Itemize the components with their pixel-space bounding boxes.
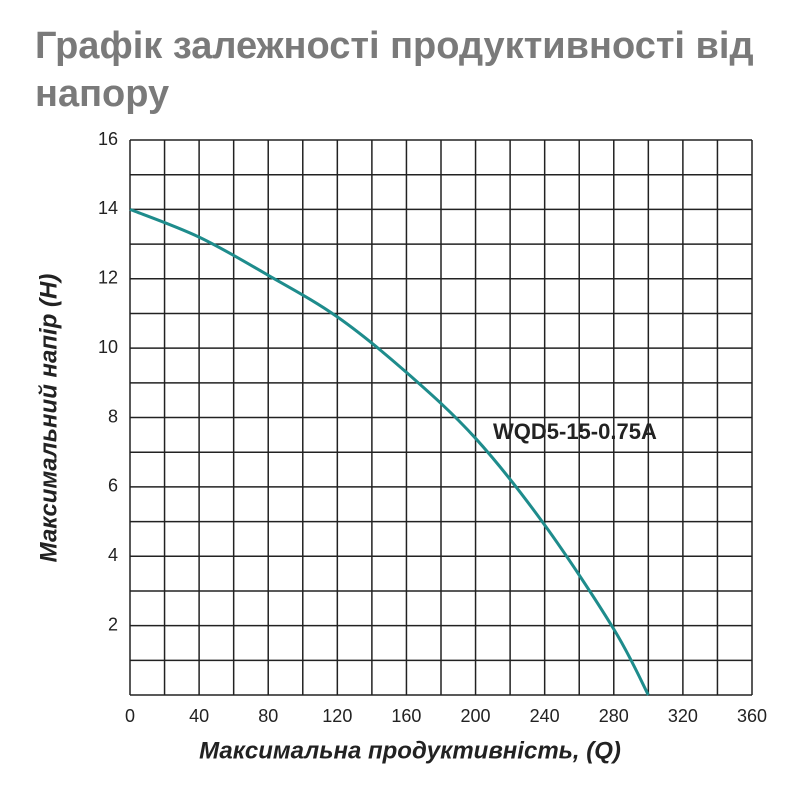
x-tick-label: 160 <box>391 706 421 726</box>
x-tick-label: 240 <box>530 706 560 726</box>
y-tick-label: 10 <box>98 337 118 357</box>
y-tick-label: 12 <box>98 268 118 288</box>
y-axis-title: Максимальний напір (H) <box>35 274 62 563</box>
y-tick-label: 8 <box>108 406 118 426</box>
x-tick-label: 0 <box>125 706 135 726</box>
x-tick-label: 280 <box>599 706 629 726</box>
y-tick-label: 2 <box>108 614 118 634</box>
series-label: WQD5-15-0.75A <box>493 419 657 444</box>
x-tick-label: 40 <box>189 706 209 726</box>
series-line <box>129 207 650 696</box>
x-tick-label: 320 <box>668 706 698 726</box>
y-tick-label: 14 <box>98 198 118 218</box>
x-tick-label: 200 <box>461 706 491 726</box>
y-tick-label: 4 <box>108 545 118 565</box>
x-tick-label: 120 <box>322 706 352 726</box>
x-tick-label: 360 <box>737 706 767 726</box>
x-axis-title: Максимальна продуктивність, (Q) <box>199 737 621 764</box>
y-tick-label: 6 <box>108 476 118 496</box>
chart-title: Графік залежності продуктивності від нап… <box>35 25 754 115</box>
x-tick-label: 80 <box>258 706 278 726</box>
y-tick-label: 16 <box>98 129 118 149</box>
